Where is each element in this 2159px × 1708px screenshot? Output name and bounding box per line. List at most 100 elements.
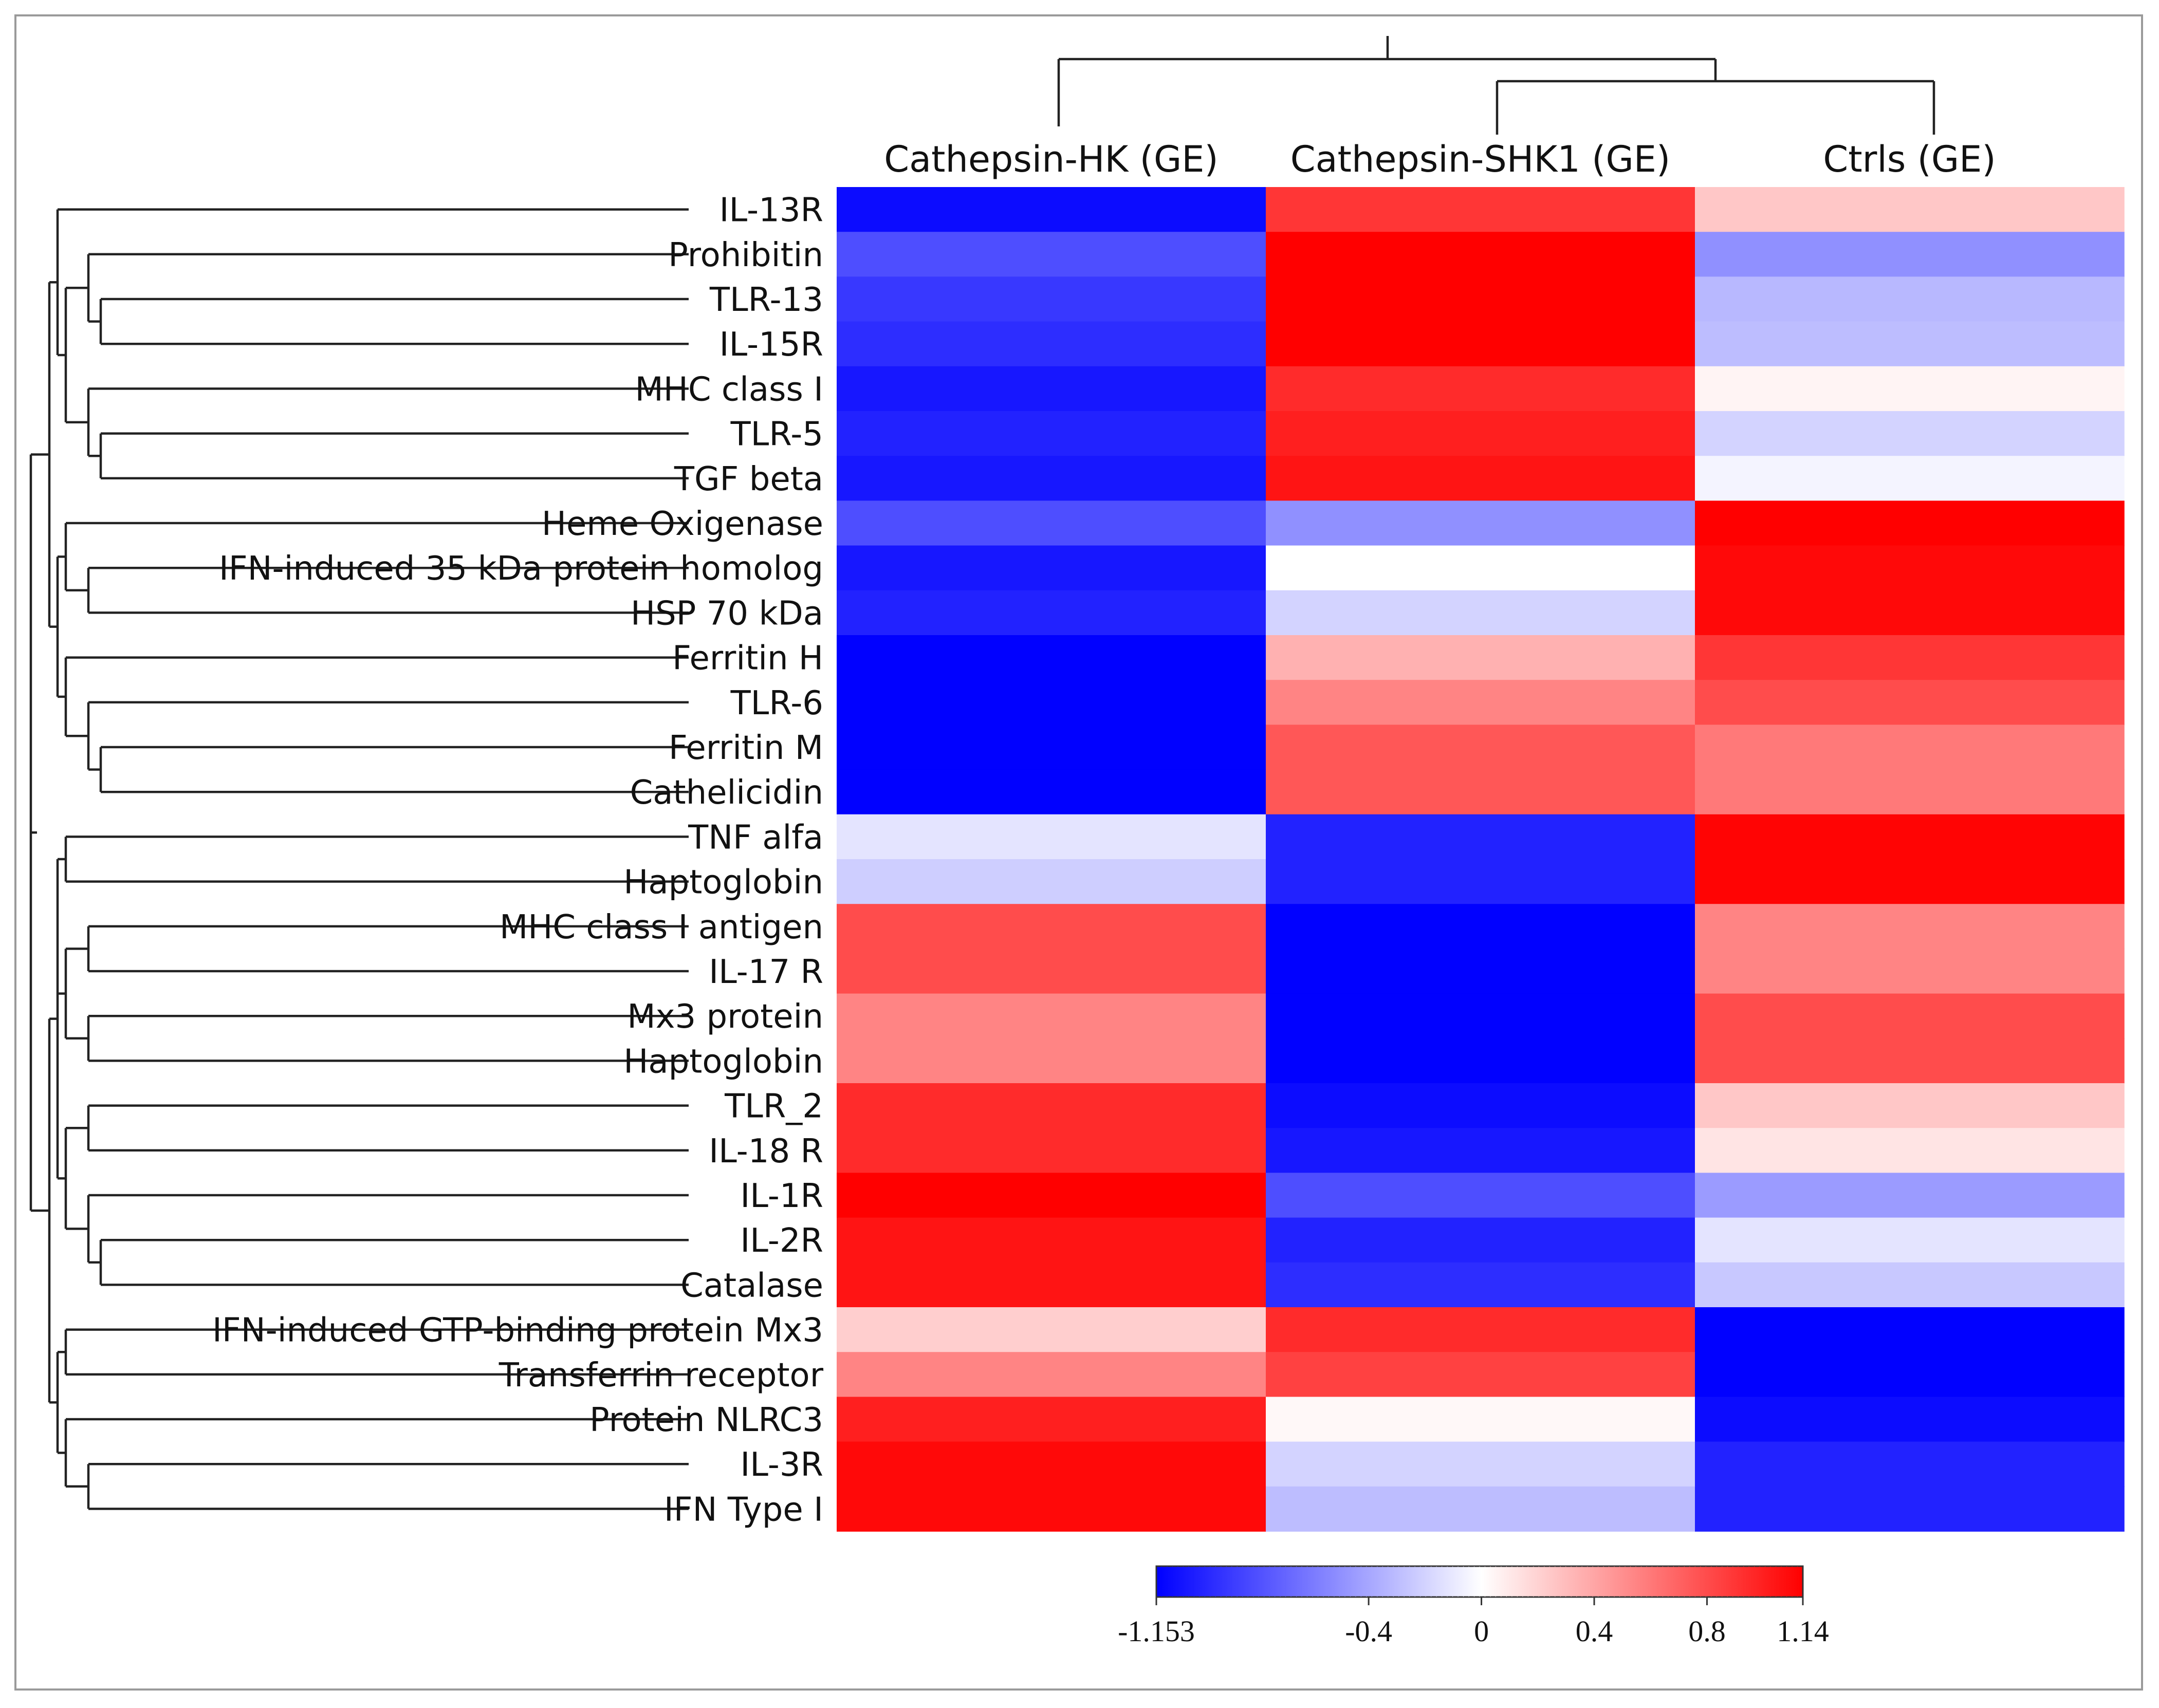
heatmap-cell [1266,232,1695,277]
heatmap-cell [837,1217,1266,1263]
column-label: Cathepsin-SHK1 (GE) [1290,138,1670,180]
column-dendrogram [1057,36,1935,135]
heatmap-cell [1695,366,2125,412]
colorbar: -1.153 -0.4 0 0.4 0.8 1.14 [1118,1565,1829,1648]
heatmap-cell [837,321,1266,367]
heatmap-cell [1695,769,2125,815]
row-labels: IL-13R Prohibitin TLR-13 IL-15R MHC class I T… [212,192,824,1529]
row-label: IFN Type I [664,1491,823,1529]
heatmap-cell [1266,725,1695,770]
heatmap-cell [1695,590,2125,636]
heatmap-cell [1266,1486,1695,1532]
row-label: Mx3 protein [627,998,823,1036]
heatmap-cell [1695,680,2125,726]
heatmap-cell [1266,1083,1695,1128]
heatmap-cells [837,187,2125,1532]
row-label: Protein NLRC3 [589,1401,823,1439]
heatmap-cell [1266,411,1695,456]
row-label: IL-3R [740,1446,823,1484]
row-label: MHC class I antigen [500,908,823,946]
heatmap-cell [1695,1486,2125,1532]
heatmap-cell [1266,1128,1695,1174]
heatmap-cell [1695,1441,2125,1487]
heatmap-cell [1266,680,1695,726]
heatmap-cell [1266,1173,1695,1218]
heatmap-cell [837,500,1266,546]
heatmap-cell [1695,1352,2125,1398]
heatmap-cell [837,859,1266,904]
heatmap-cell [1266,500,1695,546]
heatmap-cell [837,456,1266,502]
row-label: TLR-5 [730,416,823,454]
heatmap-cell [1266,904,1695,950]
row-label: IL-1R [740,1177,823,1215]
heatmap-cell [1695,904,2125,950]
heatmap-cell [1266,1038,1695,1084]
heatmap-cell [1695,1217,2125,1263]
heatmap-cell [1266,276,1695,322]
row-label: Haptoglobin [623,1043,823,1081]
heatmap-cell [837,1397,1266,1442]
heatmap-cell [1695,1173,2125,1218]
heatmap-cell [1266,1352,1695,1398]
row-label: Heme Oxigenase [542,505,823,543]
row-dendrogram [29,208,689,1510]
heatmap-cell [1266,187,1695,232]
heatmap-cell [837,949,1266,994]
heatmap-cell [837,904,1266,950]
colorbar-tick-label: 0 [1474,1614,1489,1648]
heatmap-cell [1266,1397,1695,1442]
row-label: IFN-induced 35 kDa protein homolog [219,550,823,588]
heatmap-cell [1266,993,1695,1039]
heatmap-cell [837,1128,1266,1174]
heatmap-cell [837,635,1266,680]
heatmap-cell [1266,545,1695,591]
heatmap-cell [837,814,1266,860]
row-label: TGF beta [674,460,823,498]
row-label: Prohibitin [668,236,823,274]
heatmap-cell [1695,1397,2125,1442]
heatmap-cell [1695,276,2125,322]
heatmap-cell [837,590,1266,636]
heatmap-cell [1266,1307,1695,1352]
heatmap-cell [1266,1217,1695,1263]
column-labels: Cathepsin-HK (GE) Cathepsin-SHK1 (GE) Ctrl… [884,138,1996,180]
heatmap-cell [837,1486,1266,1532]
heatmap-cell [1266,949,1695,994]
heatmap-cell [1266,456,1695,502]
row-label: TLR_2 [724,1088,823,1126]
row-label: Ferritin H [672,640,823,678]
heatmap-cell [1695,1262,2125,1308]
heatmap-cell [837,1262,1266,1308]
heatmap-cell [1266,1262,1695,1308]
heatmap-cell [837,366,1266,412]
heatmap-cell [1266,635,1695,680]
heatmap-cell [837,545,1266,591]
heatmap-cell [837,993,1266,1039]
heatmap-cell [837,1307,1266,1352]
heatmap-cell [1695,321,2125,367]
row-label: Cathelicidin [630,774,823,812]
heatmap-cell [1266,366,1695,412]
row-label: IL-13R [719,192,823,230]
row-label: IL-17 R [709,953,823,991]
heatmap-cell [1695,545,2125,591]
heatmap-cell [1695,725,2125,770]
row-label: Haptoglobin [623,864,823,902]
heatmap-cell [1266,859,1695,904]
heatmap-cell [1695,232,2125,277]
row-label: Ferritin M [669,729,823,767]
colorbar-tick-label: -1.153 [1118,1614,1195,1648]
heatmap-cell [837,232,1266,277]
heatmap-cell [1695,500,2125,546]
row-label: TLR-6 [730,684,823,722]
heatmap-cell [1695,1038,2125,1084]
colorbar-tick-label: 1.14 [1777,1614,1829,1648]
heatmap-cell [1695,949,2125,994]
heatmap-cell [1266,769,1695,815]
heatmap-cell [837,411,1266,456]
heatmap-cell [837,1173,1266,1218]
column-label: Ctrls (GE) [1823,138,1996,180]
heatmap-cell [1695,456,2125,502]
